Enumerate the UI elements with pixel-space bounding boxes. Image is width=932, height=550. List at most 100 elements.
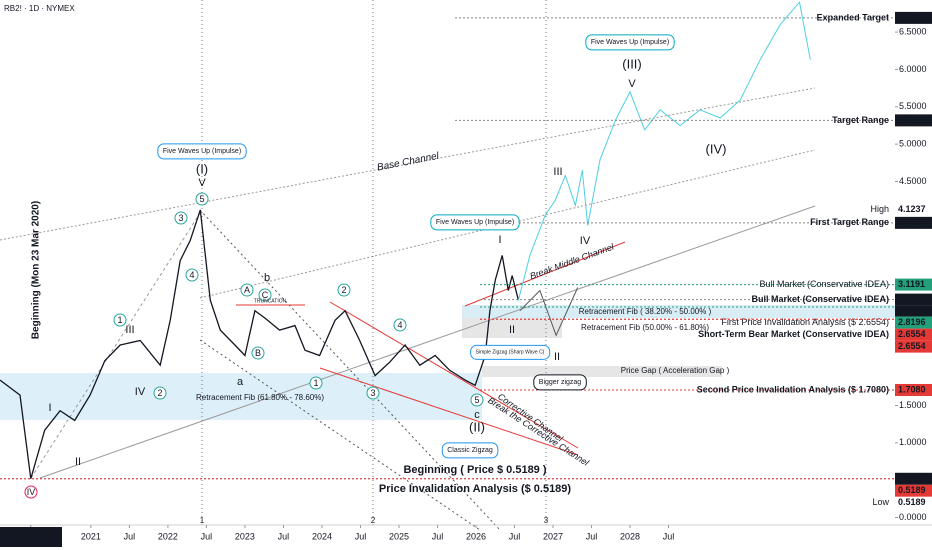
- price-tag-label: 1.7080: [898, 384, 926, 394]
- level-text: First Target Range: [810, 217, 889, 227]
- wave-label: 2: [341, 285, 346, 295]
- price-tag: [895, 293, 932, 306]
- symbol-title: RB2! · 1D · NYMEX: [4, 4, 75, 13]
- price-tag: [895, 472, 932, 485]
- price-line: [517, 1, 811, 301]
- note-box-frame: [157, 143, 247, 160]
- wave-label: (IV): [706, 141, 727, 156]
- level-text: Bull Market (Conservative IDEA): [759, 279, 889, 289]
- note-text: Five Waves Up (Impulse): [163, 148, 241, 155]
- wave-circle: [309, 376, 323, 390]
- x-tick-label: 2024: [312, 531, 332, 541]
- price-tag: [895, 328, 932, 341]
- y-tick-label: 1.0000: [899, 437, 927, 447]
- price-tag-label: 6.6904: [898, 12, 926, 22]
- note-box: Five Waves Up (Impulse): [157, 143, 247, 160]
- corrective-line: [319, 367, 579, 456]
- wave-label: II: [554, 351, 560, 363]
- wave-label: III: [125, 324, 134, 336]
- wave-label: 3: [370, 388, 375, 398]
- wave-line: [30, 209, 203, 479]
- corrective-line: [329, 301, 579, 449]
- level-text: High: [870, 204, 889, 214]
- price-tag-label: 5.3181: [898, 115, 926, 125]
- wave-circle: [337, 283, 351, 297]
- wave-label: 2: [371, 516, 376, 525]
- price-tag-label: 3.9457: [898, 217, 926, 227]
- wave-label: Price Invalidation Analysis ($ 0.5189): [379, 483, 572, 495]
- level-text: Second Price Invalidation Analysis ($ 1.…: [697, 384, 889, 394]
- y-tick-label: 1.5000: [899, 400, 927, 410]
- level-text: First Price Invalidation Analysis ($ 2.6…: [721, 317, 889, 327]
- wave-label: V: [198, 177, 206, 189]
- wave-label: (III): [622, 56, 642, 71]
- price-tag: [895, 216, 932, 229]
- wave-label: 4: [397, 320, 402, 330]
- y-tick-label: 5.0000: [899, 139, 927, 149]
- x-tick-label: 2027: [543, 531, 563, 541]
- wave-circle: [195, 192, 209, 206]
- wave-circle: [251, 346, 265, 360]
- wave-label: V: [628, 78, 636, 90]
- wave-circle: [113, 313, 127, 327]
- wave-label: 3: [178, 213, 183, 223]
- wave-circle: [240, 283, 254, 297]
- wave-circle: [470, 393, 484, 407]
- price-tag: [895, 278, 932, 291]
- y-tick-label: 0.0000: [899, 512, 927, 522]
- x-tick-label: 2021: [81, 531, 101, 541]
- wave-label: IV: [580, 235, 591, 247]
- wave-label: (II): [469, 419, 485, 434]
- price-tag-label: 2.8196: [898, 317, 926, 327]
- wave-label: a: [237, 376, 244, 388]
- x-tick-label: 2026: [466, 531, 486, 541]
- price-tag-label: 4.1237: [898, 204, 926, 214]
- price-tag: [895, 203, 932, 216]
- x-tick-label: Jul: [355, 531, 367, 541]
- note-text: Five Waves Up (Impulse): [436, 219, 514, 226]
- wave-label: Retracement Fib (50.00% - 61.80%): [581, 323, 709, 332]
- gap-zone: [482, 366, 722, 377]
- price-tag-label: 2.9180: [898, 294, 926, 304]
- fib-zone: [462, 305, 895, 318]
- price-tag: [895, 114, 932, 127]
- wave-label: 5: [474, 395, 479, 405]
- wave-label: B: [255, 348, 261, 358]
- wave-label: III: [553, 166, 562, 178]
- price-line: [0, 209, 520, 479]
- wave-label: 3: [544, 516, 549, 525]
- wave-label: TRUNCATION: [254, 298, 287, 304]
- wave-label: 1: [117, 315, 122, 325]
- wave-label: IV: [27, 487, 36, 497]
- price-tag: [895, 340, 932, 353]
- note-text: Bigger zigzag: [539, 379, 582, 386]
- wave-label: c: [474, 409, 480, 421]
- wave-label: b: [264, 272, 270, 284]
- wave-label: 5: [199, 194, 204, 204]
- wave-circle: [153, 386, 167, 400]
- price-tag: [895, 316, 932, 329]
- price-tag: [895, 484, 932, 497]
- wave-label: II: [509, 324, 515, 336]
- price-tag: [895, 496, 932, 509]
- wave-label: I: [498, 234, 501, 246]
- note-box-frame: [441, 442, 499, 459]
- wave-circle: [24, 485, 38, 499]
- price-tag-label: 0.5189: [898, 473, 926, 483]
- middle-line: [464, 241, 626, 307]
- channel-line: [39, 205, 816, 479]
- price-line: [519, 287, 579, 337]
- wave-label: I: [48, 402, 51, 414]
- note-box-frame: [470, 344, 551, 360]
- wave-label: IV: [135, 386, 146, 398]
- wave-label: C: [262, 290, 269, 300]
- wave-label: 1: [200, 516, 205, 525]
- x-tick-label: Jul: [663, 531, 675, 541]
- price-tag: [895, 11, 932, 24]
- wave-label: Retracement Fib (61.80% - 78.60%): [196, 393, 324, 402]
- wave-label: Price Gap ( Acceleration Gap ): [621, 366, 730, 375]
- note-box: Five Waves Up (Impulse): [430, 214, 520, 231]
- x-tick-label: 2023: [235, 531, 255, 541]
- level-text: Short-Term Bear Market (Conservative IDE…: [698, 329, 889, 339]
